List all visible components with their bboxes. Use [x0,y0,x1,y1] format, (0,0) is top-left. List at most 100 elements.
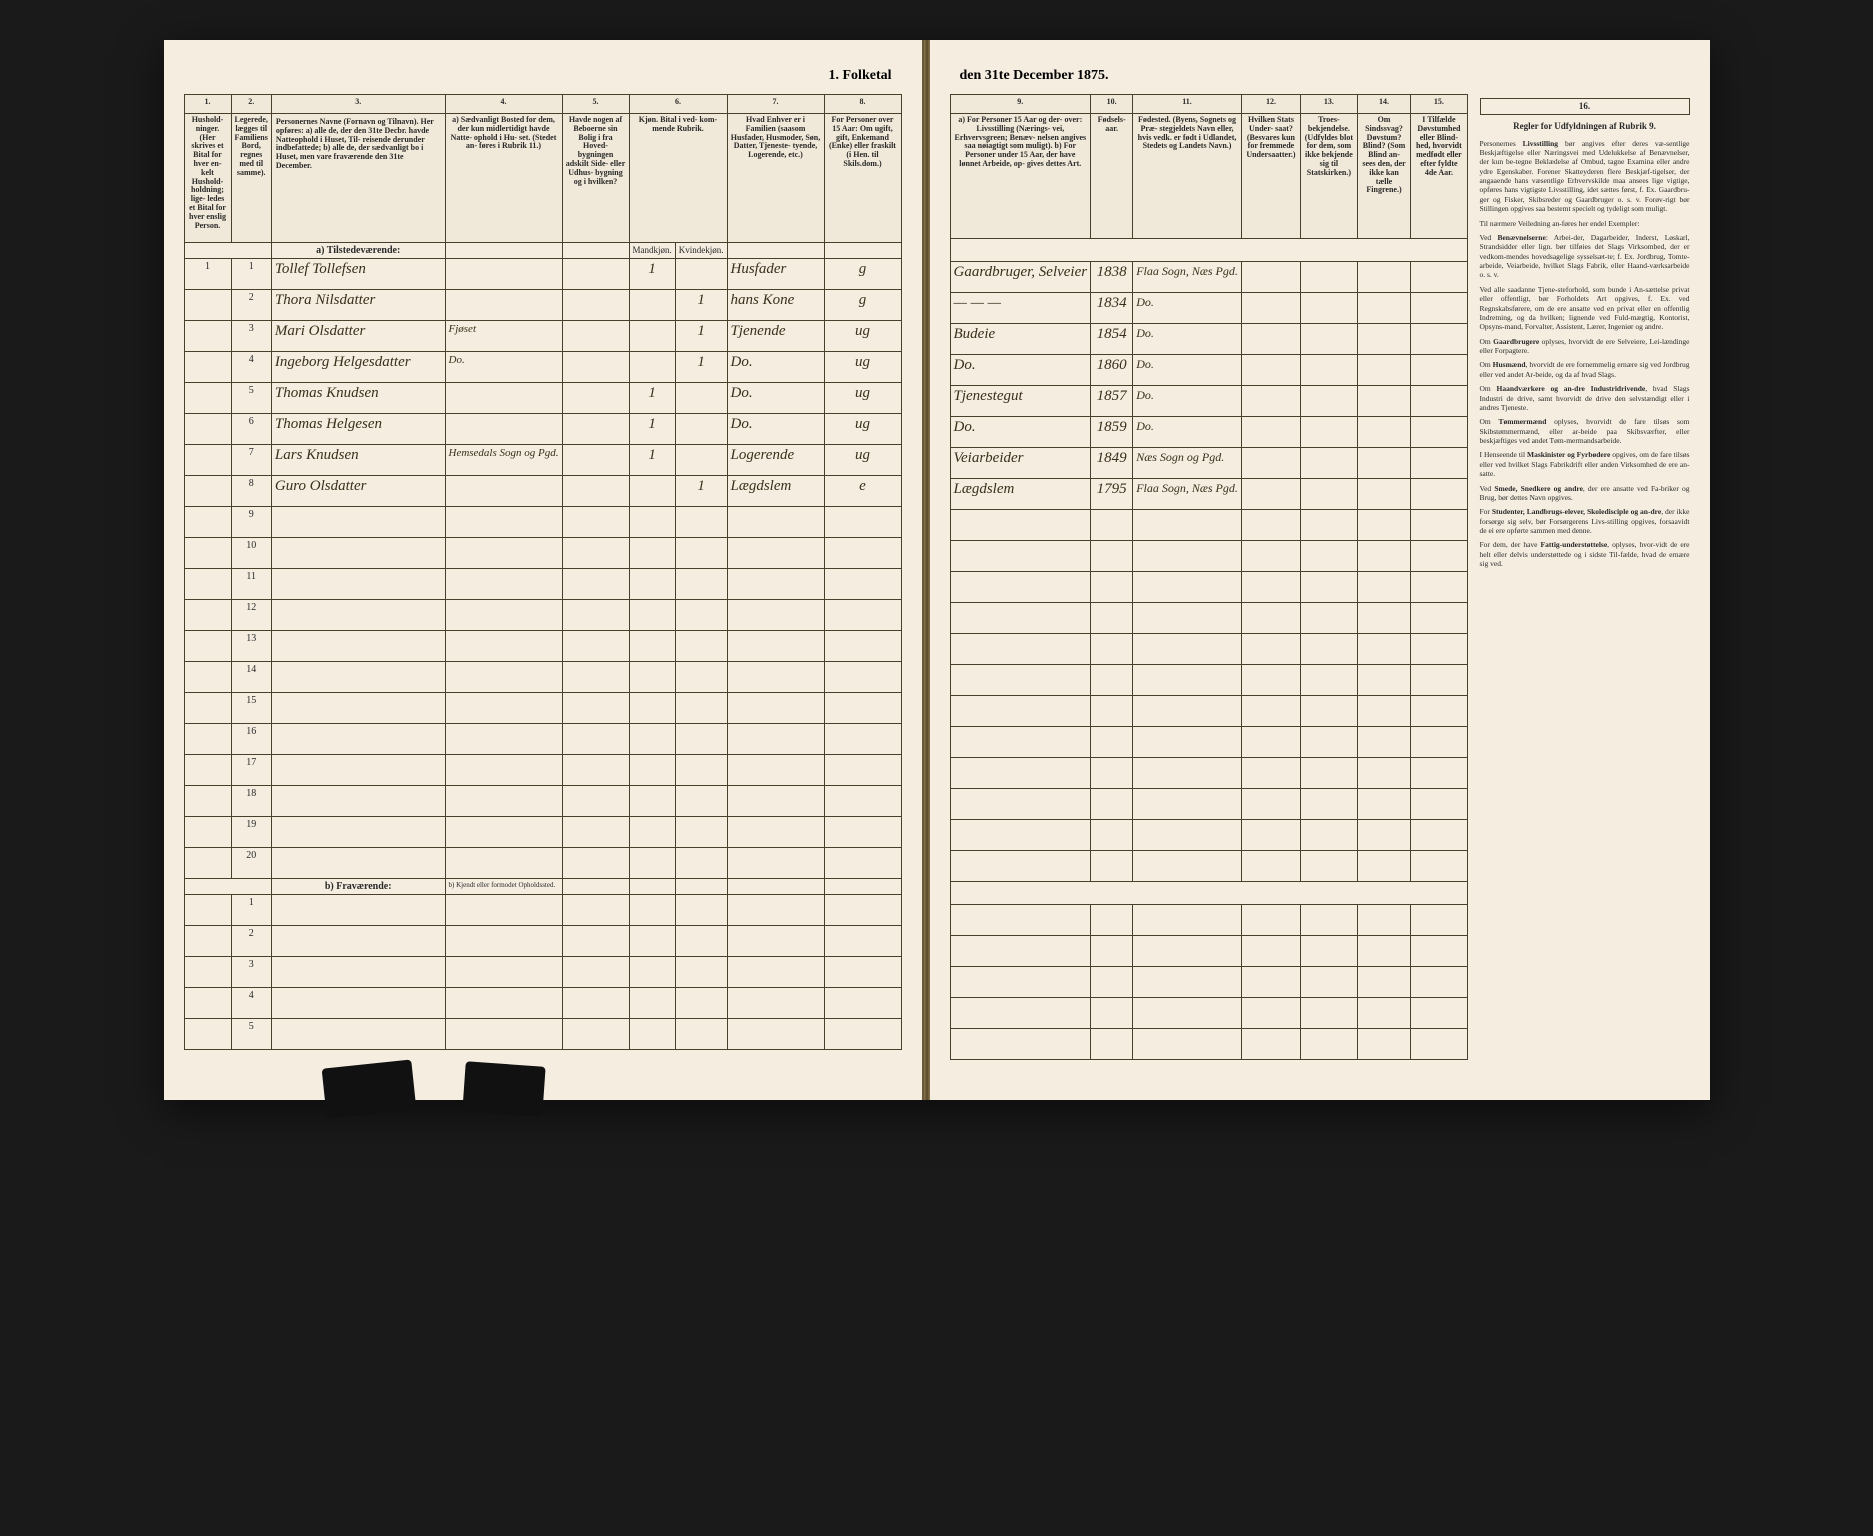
instruction-para: Ved Smede, Snedkere og andre, der ere an… [1480,484,1690,503]
person-num: 16 [231,724,271,755]
table-row [950,851,1467,882]
census-table-left: 1. 2. 3. 4. 5. 6. 7. 8. Hushold- ninger.… [184,94,902,1050]
table-row: Veiarbeider1849Næs Sogn og Pgd. [950,448,1467,479]
table-row: 4Ingeborg HelgesdatterDo.1Do.ug [184,352,901,383]
table-row: 11 [184,569,901,600]
person-name: Guro Olsdatter [271,476,445,507]
sex-m: 1 [629,445,675,476]
colnum: 15. [1411,95,1467,114]
c13 [1301,386,1358,417]
colnum-16: 16. [1480,98,1690,115]
sex-k [675,445,727,476]
sex-m: 1 [629,383,675,414]
c12 [1241,417,1300,448]
person-num: 17 [231,755,271,786]
c14 [1357,355,1411,386]
c15 [1411,262,1467,293]
person-name: Thomas Knudsen [271,383,445,414]
relation: Do. [727,414,824,445]
instruction-para: For dem, der have Fattig-understøttelse,… [1480,540,1690,568]
instruction-para: Om Gaardbrugere oplyses, hvorvidt de ere… [1480,337,1690,356]
table-row: 3 [184,957,901,988]
person-num: 15 [231,693,271,724]
relation: Husfader [727,259,824,290]
col4 [445,414,562,445]
household-num [184,445,231,476]
household-num [184,321,231,352]
c12 [1241,262,1300,293]
colnum: 12. [1241,95,1300,114]
birth-place: Flaa Sogn, Næs Pgd. [1133,479,1242,510]
col4 [445,383,562,414]
table-row: Do.1859Do. [950,417,1467,448]
table-row: 7Lars KnudsenHemsedals Sogn og Pgd.1Loge… [184,445,901,476]
birth-year: 1795 [1091,479,1133,510]
colhead: a) Sædvanligt Bosted for dem, der kun mi… [445,114,562,243]
colnum: 1. [184,95,231,114]
column-header-row: a) For Personer 15 Aar og der- over: Liv… [950,114,1467,239]
col5 [562,414,629,445]
table-row: 5Thomas Knudsen1Do.ug [184,383,901,414]
sex-k [675,414,727,445]
colhead: Fødested. (Byens, Sognets og Præ- stegje… [1133,114,1242,239]
instruction-para: Ved Benævnelserne: Arbei-der, Dagarbeide… [1480,233,1690,280]
birth-year: 1849 [1091,448,1133,479]
person-num: 7 [231,445,271,476]
colnum: 10. [1091,95,1133,114]
occupation: Gaardbruger, Selveier [950,262,1091,293]
col4: Fjøset [445,321,562,352]
column-header-row: Hushold- ninger. (Her skrives et Bital f… [184,114,901,243]
birth-year: 1854 [1091,324,1133,355]
birth-place: Næs Sogn og Pgd. [1133,448,1242,479]
table-row: 3Mari OlsdatterFjøset1Tjenendeug [184,321,901,352]
col4: Hemsedals Sogn og Pgd. [445,445,562,476]
table-row: Budeie1854Do. [950,324,1467,355]
person-num: 20 [231,848,271,879]
occupation: — — — [950,293,1091,324]
col4 [445,290,562,321]
sex-m [629,321,675,352]
table-row: 16 [184,724,901,755]
colhead: For Personer over 15 Aar: Om ugift, gift… [824,114,901,243]
marital: ug [824,445,901,476]
table-row [950,998,1467,1029]
colhead: Hvad Enhver er i Familien (saasom Husfad… [727,114,824,243]
c13 [1301,448,1358,479]
c13 [1301,355,1358,386]
archive-clip [321,1059,416,1118]
c15 [1411,386,1467,417]
table-row: 4 [184,988,901,1019]
colnum: 9. [950,95,1091,114]
colnum: 3. [271,95,445,114]
person-num: 10 [231,538,271,569]
table-row: 17 [184,755,901,786]
relation: Do. [727,352,824,383]
birth-year: 1859 [1091,417,1133,448]
page-title-right: den 31te December 1875. [950,68,1690,84]
sex-m: 1 [629,414,675,445]
c14 [1357,479,1411,510]
col4: Do. [445,352,562,383]
household-num: 1 [184,259,231,290]
person-num: 13 [231,631,271,662]
person-num: 5 [231,1019,271,1050]
person-num: 2 [231,290,271,321]
table-row [950,510,1467,541]
person-num: 4 [231,352,271,383]
col4 [445,476,562,507]
birth-place: Do. [1133,293,1242,324]
section-a-row: a) Tilstedeværende: Mandkjøn. Kvindekjøn… [184,243,901,259]
c12 [1241,479,1300,510]
c13 [1301,262,1358,293]
table-row [950,789,1467,820]
person-name: Ingeborg Helgesdatter [271,352,445,383]
c13 [1301,293,1358,324]
table-row: 20 [184,848,901,879]
table-row [950,541,1467,572]
col5 [562,352,629,383]
birth-place: Do. [1133,324,1242,355]
household-num [184,414,231,445]
table-row: 12 [184,600,901,631]
person-name: Thora Nilsdatter [271,290,445,321]
census-table-right: 9. 10. 11. 12. 13. 14. 15. a) For Person… [950,94,1468,1060]
